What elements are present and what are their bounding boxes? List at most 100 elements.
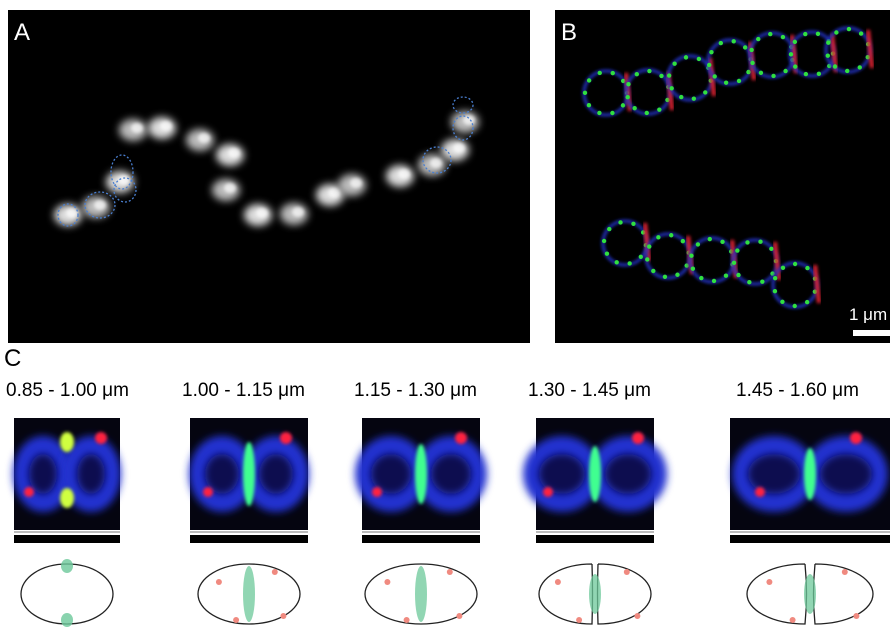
red-focus-schematic	[215, 579, 222, 585]
cell-signal	[118, 175, 130, 185]
stage-label: 1.30 - 1.45 μm	[528, 380, 651, 401]
stage-label: 1.15 - 1.30 μm	[354, 380, 477, 401]
green-focus	[684, 263, 689, 268]
green-focus	[620, 78, 626, 84]
cell-signal	[160, 121, 172, 131]
green-focus	[690, 266, 696, 271]
green-focus	[805, 265, 810, 271]
green-focus	[662, 274, 668, 279]
bar	[362, 535, 480, 543]
green-focus	[645, 257, 650, 262]
green-focus	[858, 31, 864, 36]
green-focus	[834, 30, 839, 35]
ring-schematic	[589, 574, 601, 614]
divider	[190, 531, 308, 533]
green-focus	[783, 68, 788, 74]
panel-label: B	[561, 19, 577, 46]
green-focus	[780, 34, 786, 40]
cell-outline	[57, 203, 79, 227]
cell-signal	[198, 133, 210, 143]
scale-bar	[853, 330, 890, 336]
red-focus	[850, 432, 862, 444]
green-focus	[723, 273, 729, 278]
red-focus	[543, 487, 553, 497]
green-focus	[845, 68, 850, 74]
green-focus	[742, 45, 748, 50]
green-focus	[586, 78, 592, 83]
red-focus	[203, 487, 213, 497]
green-focus	[597, 110, 602, 116]
cell-signal	[228, 148, 240, 158]
green-focus	[672, 61, 677, 66]
green-focus	[632, 106, 637, 111]
green-focus	[657, 107, 662, 112]
cell-outline	[452, 115, 474, 141]
panel-label: A	[14, 19, 30, 46]
cell-interior	[371, 454, 411, 494]
divider	[362, 531, 480, 533]
red-focus-schematic	[576, 617, 583, 623]
cell-schematic	[746, 563, 808, 625]
green-focus	[780, 299, 785, 305]
green-focus	[712, 74, 717, 79]
cell-signal	[328, 188, 340, 198]
cell-interior	[29, 454, 57, 494]
green-focus	[832, 64, 838, 69]
red-focus	[24, 487, 34, 497]
cell-signal	[131, 123, 143, 133]
cell-interior	[205, 454, 239, 494]
cell-interior	[539, 454, 585, 494]
green-focus	[804, 299, 810, 305]
red-band	[643, 222, 651, 262]
green-focus	[792, 39, 798, 45]
green-focus	[746, 69, 751, 75]
green-focus	[604, 251, 610, 256]
septum-signal	[804, 448, 816, 500]
ring-schematic	[243, 566, 255, 622]
red-focus	[632, 432, 644, 444]
red-focus-schematic	[554, 579, 561, 585]
green-focus	[745, 240, 750, 245]
ring-schematic	[415, 566, 427, 622]
green-focus	[620, 103, 626, 108]
cell-interior	[259, 454, 293, 494]
cell-signal	[453, 143, 465, 153]
green-focus	[638, 254, 644, 259]
bar	[14, 535, 120, 543]
green-focus	[816, 71, 822, 77]
green-focus	[691, 96, 697, 101]
ring-schematic	[61, 613, 73, 627]
green-focus	[586, 103, 592, 108]
red-focus	[372, 487, 382, 497]
septum-signal	[60, 488, 74, 508]
green-focus	[857, 65, 862, 70]
cell-interior	[820, 454, 872, 494]
cell-signal	[224, 183, 236, 193]
green-focus	[703, 90, 708, 95]
green-focus	[770, 271, 775, 276]
red-focus-schematic	[280, 613, 287, 619]
cell-schematic	[364, 563, 478, 625]
green-focus	[731, 39, 736, 44]
red-focus-schematic	[271, 569, 278, 575]
green-focus	[756, 36, 761, 42]
stage-label: 0.85 - 1.00 μm	[6, 380, 129, 401]
septum-signal	[243, 442, 255, 506]
green-focus	[792, 261, 798, 267]
green-focus	[610, 70, 615, 76]
green-focus	[771, 73, 776, 79]
bar	[730, 535, 890, 543]
cell-outline	[452, 96, 474, 114]
red-focus-schematic	[623, 569, 630, 575]
red-focus-schematic	[766, 579, 773, 585]
green-focus	[582, 90, 588, 96]
green-focus	[747, 280, 752, 285]
green-focus	[772, 275, 778, 281]
panel-label: C	[4, 345, 21, 372]
green-focus	[689, 253, 694, 258]
cell-interior	[77, 454, 105, 494]
cell-signal	[94, 200, 106, 210]
green-focus	[665, 97, 670, 103]
red-focus-schematic	[446, 569, 453, 575]
cell-outline	[110, 154, 134, 190]
